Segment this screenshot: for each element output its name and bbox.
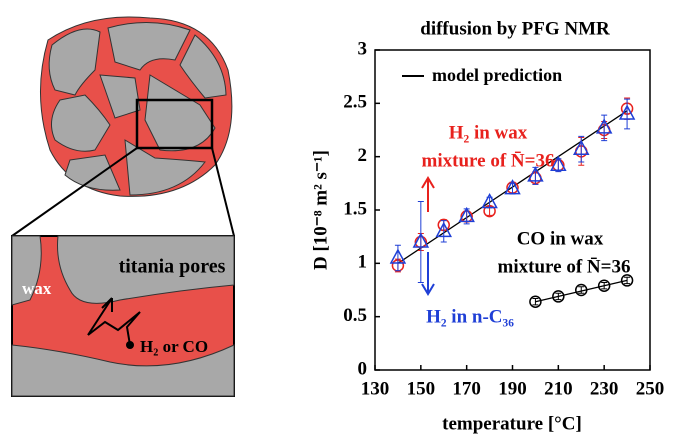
y-tick-label: 2 <box>358 145 368 166</box>
x-tick-label: 130 <box>361 378 390 399</box>
marker <box>572 139 590 155</box>
schematic-label: H₂ or CO <box>140 337 208 356</box>
schematic-label: wax <box>22 279 52 298</box>
series-label: H₂ in wax <box>449 122 528 143</box>
marker <box>620 274 634 287</box>
marker <box>527 166 544 182</box>
schematic-label: titania pores <box>119 256 226 278</box>
y-tick-label: 0.5 <box>343 305 367 326</box>
x-tick-label: 210 <box>544 378 573 399</box>
marker <box>595 118 613 134</box>
series-label: H₂ in n-C₃₆ <box>426 306 514 327</box>
x-tick-label: 150 <box>407 378 436 399</box>
marker <box>504 179 521 195</box>
series-label: CO in wax <box>517 228 604 249</box>
marker <box>481 192 498 209</box>
marker <box>575 283 588 297</box>
error-bar <box>624 98 631 130</box>
y-tick-label: 3 <box>358 38 368 59</box>
marker <box>458 206 475 223</box>
x-tick-label: 250 <box>636 378 665 399</box>
y-axis-label: D [10⁻⁸ m² s⁻¹] <box>310 150 331 270</box>
plot: 130 150 170 190 210 230 250 0 0.5 1 1.5 2 2.5 3 model … <box>343 38 664 399</box>
marker <box>552 290 565 303</box>
error-bar <box>624 276 631 285</box>
y-tick-label: 1 <box>358 252 368 273</box>
x-axis-label: temperature [°C] <box>442 413 582 434</box>
y-tick-label: 1.5 <box>343 198 367 219</box>
error-bar <box>578 286 585 294</box>
error-bar <box>417 200 424 284</box>
marker <box>597 279 611 292</box>
pore-zoom: titania pores wax H₂ or CO <box>11 235 235 397</box>
marker <box>412 232 430 248</box>
x-tick-label: 190 <box>498 378 527 399</box>
arrow <box>421 176 435 212</box>
y-tick-label: 2.5 <box>343 92 367 113</box>
y-tick-label: 0 <box>358 358 368 379</box>
error-bar <box>532 298 539 306</box>
error-bar <box>601 282 608 290</box>
arrow <box>421 252 435 296</box>
error-bar <box>555 292 562 301</box>
marker <box>435 221 453 238</box>
chart-title: diffusion by PFG NMR <box>420 18 610 39</box>
marker <box>529 295 542 308</box>
particle <box>11 16 235 237</box>
legend-label: model prediction <box>432 65 562 85</box>
x-tick-label: 170 <box>452 378 481 399</box>
marker <box>550 155 567 171</box>
series-label: mixture of N̄=36 <box>422 150 555 171</box>
x-tick-label: 230 <box>590 378 619 399</box>
marker <box>618 104 636 120</box>
series-label: mixture of N̄=36 <box>498 256 631 277</box>
marker <box>389 248 407 264</box>
